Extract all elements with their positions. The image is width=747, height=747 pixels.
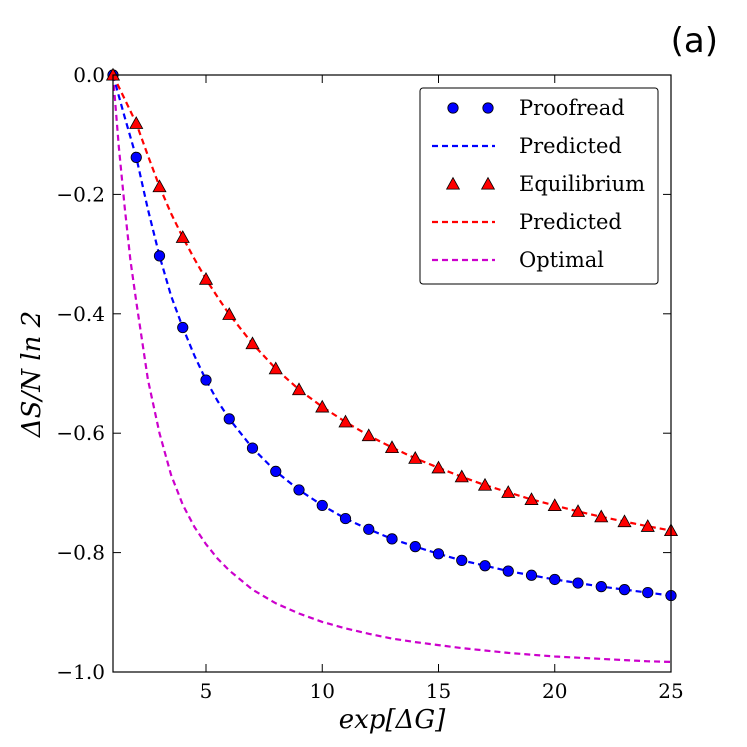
data-point-proofread-0-22 xyxy=(618,584,631,596)
data-point-equilibrium-2-21 xyxy=(594,509,609,523)
data-point-proofread-0-5 xyxy=(223,413,235,425)
data-point-proofread-0-13 xyxy=(409,541,421,553)
data-point-equilibrium-2-17 xyxy=(501,485,516,498)
panel-label: (a) xyxy=(671,21,718,61)
data-point-proofread-0-16 xyxy=(479,560,491,572)
data-point-proofread-0-6 xyxy=(246,442,259,454)
legend: Proofread Predicted Equilibrium Predicted Op… xyxy=(419,87,659,285)
legend-marker-b-proofread-0 xyxy=(482,102,494,114)
data-point-equilibrium-2-13 xyxy=(408,451,423,464)
data-point-equilibrium-2-23 xyxy=(640,519,655,532)
data-point-equilibrium-2-3 xyxy=(175,230,190,243)
legend-marker-a-proofread-0 xyxy=(447,102,459,114)
series-line-optimal-4 xyxy=(111,74,672,663)
y-tick-label-5: −1.0 xyxy=(56,660,105,684)
data-point-proofread-0-12 xyxy=(386,533,398,545)
data-point-equilibrium-2-16 xyxy=(477,477,493,491)
data-point-proofread-0-11 xyxy=(363,523,375,535)
ticks-layer: 5 10 15 20 25 0.0 −0.2 −0.4 −0.6 −0.8 −1.0 xyxy=(56,63,683,703)
data-point-equilibrium-2-11 xyxy=(361,428,376,442)
y-tick-label-1: −0.2 xyxy=(56,182,105,206)
data-point-equilibrium-2-5 xyxy=(222,307,237,320)
data-point-equilibrium-2-15 xyxy=(454,469,469,483)
x-axis-title: exp[ΔG] xyxy=(339,705,446,735)
x-tick-label-4: 25 xyxy=(658,679,683,703)
legend-label-optimal-4: Optimal xyxy=(519,248,604,272)
legend-label-predicted-1: Predicted xyxy=(519,134,622,158)
legend-box xyxy=(419,87,659,285)
legend-items: Proofread Predicted Equilibrium Predicted Op… xyxy=(432,96,645,272)
series-layer xyxy=(105,67,679,663)
data-point-equilibrium-2-18 xyxy=(524,492,539,505)
data-point-proofread-0-2 xyxy=(153,250,166,262)
data-point-equilibrium-2-8 xyxy=(291,382,307,396)
data-point-equilibrium-2-22 xyxy=(617,514,632,528)
data-point-proofread-0-20 xyxy=(572,577,584,589)
data-point-proofread-0-3 xyxy=(177,321,189,334)
data-point-equilibrium-2-19 xyxy=(547,498,562,511)
data-point-proofread-0-18 xyxy=(525,569,538,581)
legend-marker-b-equilibrium-2 xyxy=(480,176,496,190)
legend-marker-a-equilibrium-2 xyxy=(445,176,461,190)
data-point-equilibrium-2-20 xyxy=(570,504,586,517)
y-tick-label-0: 0.0 xyxy=(73,63,105,87)
data-point-equilibrium-2-7 xyxy=(268,361,283,375)
data-point-proofread-0-23 xyxy=(642,586,654,599)
data-point-proofread-0-14 xyxy=(432,548,445,560)
data-point-equilibrium-2-10 xyxy=(338,414,353,428)
data-point-proofread-0-9 xyxy=(316,499,328,512)
legend-label-proofread-0: Proofread xyxy=(519,96,625,120)
y-tick-label-3: −0.6 xyxy=(56,421,105,445)
legend-label-predicted-3: Predicted xyxy=(519,210,622,234)
data-point-proofread-0-4 xyxy=(200,374,212,386)
x-tick-label-2: 15 xyxy=(426,679,451,703)
data-point-proofread-0-21 xyxy=(595,581,607,593)
y-tick-label-4: −0.8 xyxy=(56,541,105,565)
data-point-proofread-0-17 xyxy=(502,565,514,577)
data-point-equilibrium-2-2 xyxy=(152,179,167,193)
x-tick-label-3: 20 xyxy=(542,679,567,703)
data-point-proofread-0-1 xyxy=(130,151,142,163)
series-line-predicted-3 xyxy=(112,74,672,532)
data-point-proofread-0-8 xyxy=(293,484,305,496)
data-point-proofread-0-19 xyxy=(549,573,561,586)
legend-label-equilibrium-2: Equilibrium xyxy=(519,172,645,196)
data-point-equilibrium-2-9 xyxy=(315,399,330,413)
data-point-equilibrium-2-1 xyxy=(129,116,144,129)
data-point-proofread-0-7 xyxy=(270,465,282,478)
x-tick-label-1: 10 xyxy=(310,679,335,703)
data-point-proofread-0-10 xyxy=(339,512,352,525)
plot-frame xyxy=(112,74,672,673)
data-point-equilibrium-2-6 xyxy=(245,336,260,350)
data-point-equilibrium-2-14 xyxy=(431,460,446,474)
x-tick-label-0: 5 xyxy=(200,679,213,703)
y-axis-title: ΔS/N ln 2 xyxy=(17,311,47,438)
data-point-equilibrium-2-4 xyxy=(198,271,214,285)
y-tick-label-2: −0.4 xyxy=(56,302,105,326)
data-point-equilibrium-2-12 xyxy=(384,440,400,454)
data-point-proofread-0-15 xyxy=(456,554,468,566)
